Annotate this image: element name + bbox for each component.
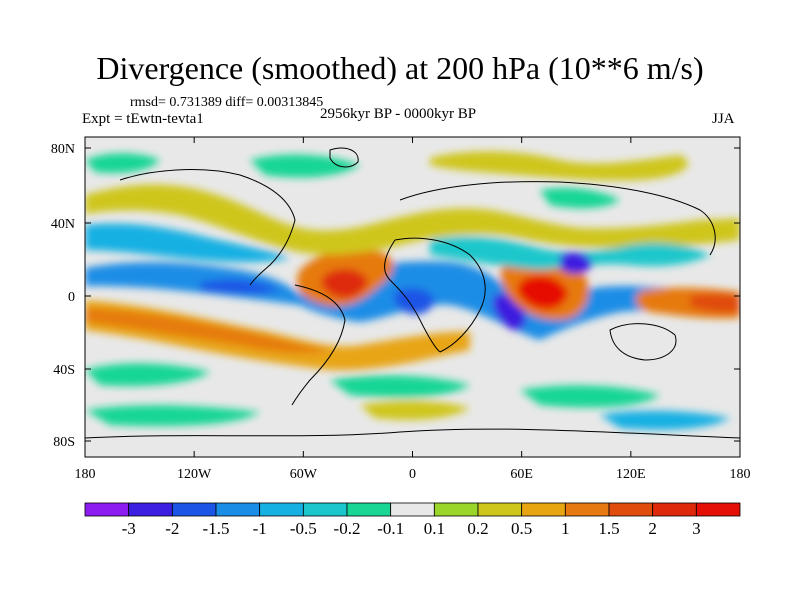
colorbar-swatch <box>346 502 392 517</box>
colorbar-label: 2 <box>648 519 657 538</box>
colorbar-swatch <box>302 502 348 517</box>
colorbar-swatch <box>259 502 304 517</box>
colorbar-label: -1 <box>253 519 267 538</box>
colorbar-label: -2 <box>165 519 179 538</box>
coastlines <box>85 147 740 439</box>
south-positive-band <box>85 300 470 371</box>
coastline-eurasia <box>399 181 716 256</box>
map-title: Divergence (smoothed) at 200 hPa (10**6 … <box>96 50 704 86</box>
lat-tick-label: 0 <box>68 290 75 305</box>
colorbar-swatch <box>171 502 217 517</box>
colorbar-label: -0.5 <box>290 519 317 538</box>
southern-patch-1 <box>85 363 210 387</box>
colorbar-swatch <box>433 502 479 517</box>
coastline-africa-east <box>394 237 486 353</box>
colorbar-swatch <box>390 502 435 517</box>
coastline-africa-west <box>384 239 441 353</box>
equatorial-negative-core-1 <box>200 279 280 294</box>
southern-patch-3 <box>520 385 660 408</box>
colorbar: -3 -2 -1.5 -1 -0.5 -0.2 -0.1 0.1 0.2 0.5 1 1.5 2 3 <box>84 502 741 538</box>
colorbar-label: -0.2 <box>334 519 361 538</box>
colorbar-swatch <box>695 502 741 517</box>
indian-ocean-positive-core <box>517 275 568 310</box>
colorbar-label: 0.5 <box>511 519 532 538</box>
lat-tick-label: 40N <box>51 217 75 232</box>
lat-tick-label: 80S <box>53 435 75 450</box>
arctic-patch-4 <box>540 188 620 209</box>
divergence-field <box>85 137 740 457</box>
southern-patch-6 <box>600 410 730 430</box>
atlantic-positive-core <box>321 268 368 299</box>
colorbar-swatch <box>564 502 610 517</box>
lon-tick-label: 180 <box>730 467 751 482</box>
lat-tick-label: 80N <box>51 142 75 157</box>
colorbar-label: 1.5 <box>598 519 619 538</box>
colorbar-swatch <box>521 502 566 517</box>
colorbar-swatch <box>477 502 523 517</box>
rmsd-stats: rmsd= 0.731389 diff= 0.00313845 <box>130 95 324 110</box>
period-label: 2956kyr BP - 0000kyr BP <box>320 106 477 122</box>
arctic-patch-1 <box>85 153 160 174</box>
colorbar-swatch <box>608 502 654 517</box>
north-negative-band <box>85 223 290 263</box>
axis-ticks <box>84 137 741 457</box>
north-positive-band <box>85 184 740 255</box>
pacific-positive-core <box>690 293 740 313</box>
lat-tick-label: 40S <box>53 363 75 378</box>
lon-tick-label: 60E <box>510 467 533 482</box>
colorbar-label: 0.1 <box>424 519 445 538</box>
arctic-patch-2 <box>250 154 360 178</box>
lon-tick-label: 60W <box>290 467 318 482</box>
experiment-label: Expt = tEwtn-tevta1 <box>82 111 204 127</box>
coastline-north-america <box>119 169 296 286</box>
coastline-australia <box>609 323 677 361</box>
coastline-antarctica <box>85 428 740 439</box>
south-positive-core <box>85 308 330 353</box>
colorbar-label: 3 <box>692 519 701 538</box>
asia-negative-core <box>560 252 592 274</box>
southern-patch-2 <box>330 375 470 398</box>
arctic-patch-3 <box>430 151 688 181</box>
southern-patch-5 <box>360 400 470 420</box>
contour-fill <box>85 151 740 430</box>
colorbar-swatch <box>84 502 130 517</box>
colorbar-label: -3 <box>122 519 136 538</box>
southern-patch-4 <box>85 405 260 427</box>
coastline-greenland <box>329 147 359 168</box>
colorbar-swatch <box>128 502 173 517</box>
lon-tick-label: 0 <box>409 467 416 482</box>
coastline-south-america <box>291 284 346 406</box>
colorbar-label: 1 <box>561 519 570 538</box>
lon-tick-label: 120E <box>616 467 646 482</box>
colorbar-label: 0.2 <box>467 519 488 538</box>
colorbar-label: -0.1 <box>377 519 404 538</box>
lon-tick-label: 180 <box>75 467 96 482</box>
lon-tick-label: 120W <box>177 467 212 482</box>
colorbar-swatch <box>215 502 261 517</box>
axis-labels: 180 120W 60W 0 60E 120E 180 80N 40N 0 40S 80S <box>51 142 751 482</box>
colorbar-swatch <box>652 502 697 517</box>
season-label: JJA <box>712 111 735 127</box>
colorbar-label: -1.5 <box>203 519 230 538</box>
